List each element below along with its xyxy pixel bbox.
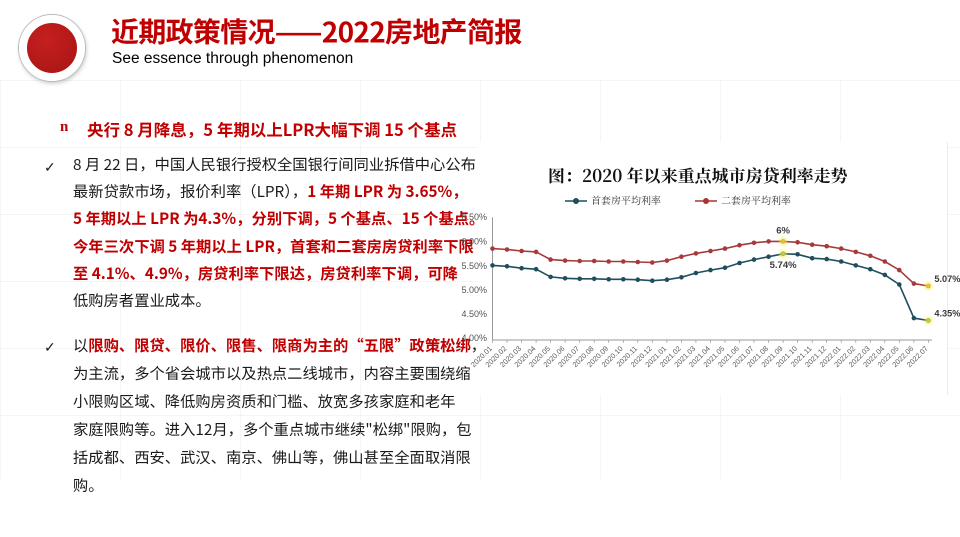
svg-text:4.00%: 4.00% [461, 333, 487, 343]
svg-text:5.07%: 5.07% [934, 274, 960, 284]
svg-text:6.00%: 6.00% [461, 237, 487, 247]
svg-text:5.74%: 5.74% [770, 260, 797, 271]
svg-text:5.00%: 5.00% [461, 285, 487, 295]
svg-text:4.50%: 4.50% [461, 309, 487, 319]
svg-text:5.50%: 5.50% [461, 261, 487, 271]
svg-text:4.35%: 4.35% [934, 309, 960, 319]
svg-text:6%: 6% [776, 225, 790, 236]
svg-text:6.50%: 6.50% [461, 212, 487, 222]
